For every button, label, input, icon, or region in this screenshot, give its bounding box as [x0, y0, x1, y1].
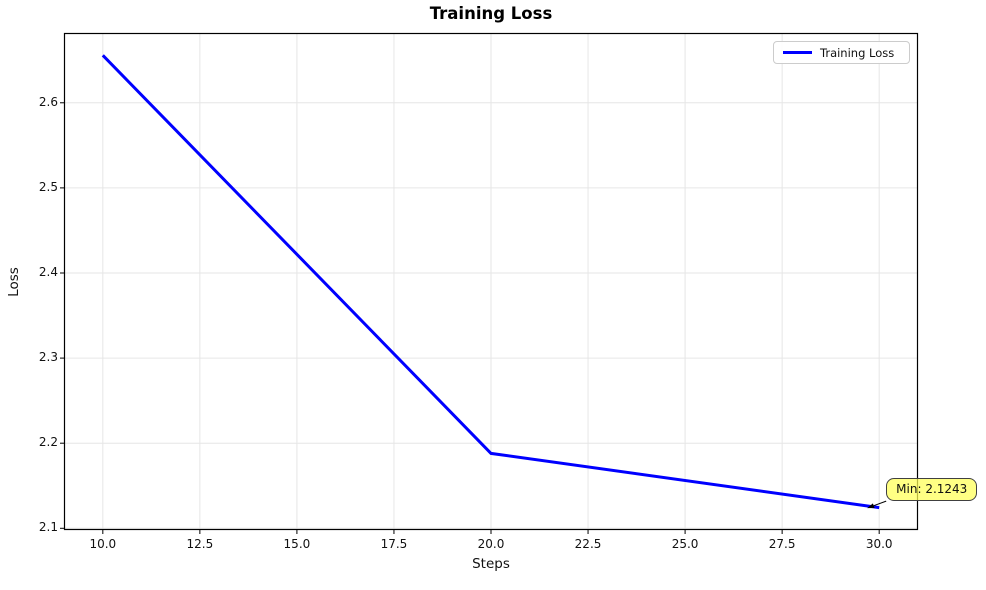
legend: Training Loss: [773, 41, 910, 64]
x-tick-label: 22.5: [574, 537, 602, 551]
legend-label: Training Loss: [820, 45, 895, 60]
x-tick-label: 17.5: [380, 537, 408, 551]
y-tick-label: 2.4: [38, 264, 58, 279]
x-tick-label: 27.5: [768, 537, 796, 551]
annotation-arrowhead-icon: [867, 503, 875, 509]
legend-line-sample: [783, 51, 812, 54]
x-tick-label: 15.0: [283, 537, 311, 551]
y-tick-label: 2.1: [38, 520, 58, 535]
x-tick-label: 20.0: [477, 537, 505, 551]
x-axis-label: Steps: [472, 556, 510, 572]
y-tick-label: 2.5: [38, 179, 58, 194]
y-tick-label: 2.6: [38, 94, 58, 109]
min-loss-annotation: Min: 2.1243: [886, 477, 978, 501]
annotation-arrow-tail: [873, 500, 887, 507]
chart-title: Training Loss: [429, 4, 553, 23]
axes-frame: [63, 32, 919, 531]
y-tick-label: 2.3: [38, 350, 58, 365]
x-tick-label: 12.5: [186, 537, 214, 551]
x-tick-label: 10.0: [89, 537, 117, 551]
x-tick-label: 30.0: [865, 537, 893, 551]
y-tick-label: 2.2: [38, 435, 58, 450]
loss-line: [101, 54, 880, 510]
x-tick-label: 25.0: [671, 537, 699, 551]
